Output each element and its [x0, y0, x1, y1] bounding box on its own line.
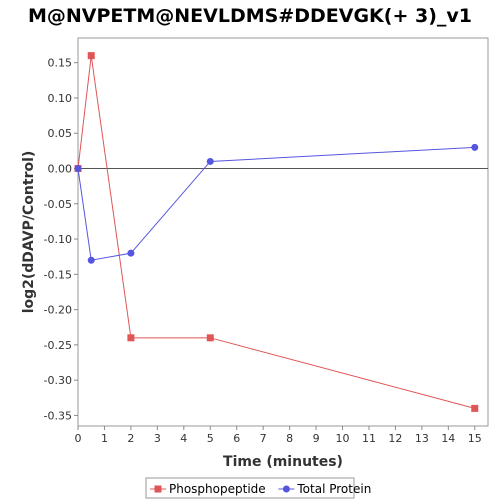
x-tick-label: 2 — [127, 432, 134, 445]
x-tick-label: 14 — [441, 432, 455, 445]
y-tick-label: -0.35 — [44, 409, 72, 422]
legend-label-phosphopeptide: Phosphopeptide — [169, 482, 266, 496]
data-point-total-protein — [127, 249, 135, 257]
y-tick-label: -0.20 — [44, 304, 72, 317]
x-tick-label: 13 — [415, 432, 429, 445]
data-point-phosphopeptide — [127, 334, 135, 342]
y-tick-label: -0.05 — [44, 198, 72, 211]
y-tick-label: 0.00 — [48, 163, 73, 176]
data-point-total-protein — [471, 143, 479, 151]
y-axis: 0.15 0.10 0.05 0.00 -0.05 -0.10 -0.15 -0.20 -0.2… — [44, 57, 78, 422]
legend-label-total-protein: Total Protein — [296, 482, 371, 496]
data-point-total-protein — [206, 157, 214, 165]
plot-area — [77, 37, 489, 427]
legend-marker-total-protein — [282, 485, 290, 493]
data-point-total-protein — [87, 256, 95, 264]
x-tick-label: 8 — [286, 432, 293, 445]
x-tick-label: 10 — [336, 432, 350, 445]
y-axis-label: log2(dDAVP/Control) — [21, 151, 37, 314]
x-tick-label: 1 — [101, 432, 108, 445]
y-tick-label: 0.05 — [48, 127, 73, 140]
x-tick-label: 4 — [180, 432, 187, 445]
x-tick-label: 0 — [75, 432, 82, 445]
legend: Phosphopeptide Total Protein — [145, 477, 371, 499]
y-tick-label: -0.15 — [44, 268, 72, 281]
x-tick-label: 11 — [362, 432, 376, 445]
y-tick-label: 0.10 — [48, 92, 73, 105]
x-tick-label: 12 — [388, 432, 402, 445]
series-group — [74, 52, 479, 412]
x-tick-label: 5 — [207, 432, 214, 445]
data-point-phosphopeptide — [206, 334, 214, 342]
y-tick-label: 0.15 — [48, 57, 73, 70]
y-tick-label: -0.25 — [44, 339, 72, 352]
chart-title: M@NVPETM@NEVLDMS#DDEVGK(+ 3)_v1 — [28, 5, 472, 27]
y-tick-label: -0.10 — [44, 233, 72, 246]
legend-box — [145, 477, 355, 499]
legend-marker-phosphopeptide — [154, 485, 162, 493]
x-axis: 0 1 2 3 4 5 6 7 8 9 10 11 12 13 14 15 — [75, 426, 482, 445]
x-tick-label: 15 — [468, 432, 482, 445]
x-tick-label: 7 — [260, 432, 267, 445]
x-tick-label: 9 — [313, 432, 320, 445]
x-axis-label: Time (minutes) — [223, 454, 343, 470]
data-point-phosphopeptide — [87, 52, 95, 60]
x-tick-label: 6 — [233, 432, 240, 445]
y-tick-label: -0.30 — [44, 374, 72, 387]
data-point-total-protein — [74, 165, 82, 173]
x-tick-label: 3 — [154, 432, 161, 445]
data-point-phosphopeptide — [471, 404, 479, 412]
